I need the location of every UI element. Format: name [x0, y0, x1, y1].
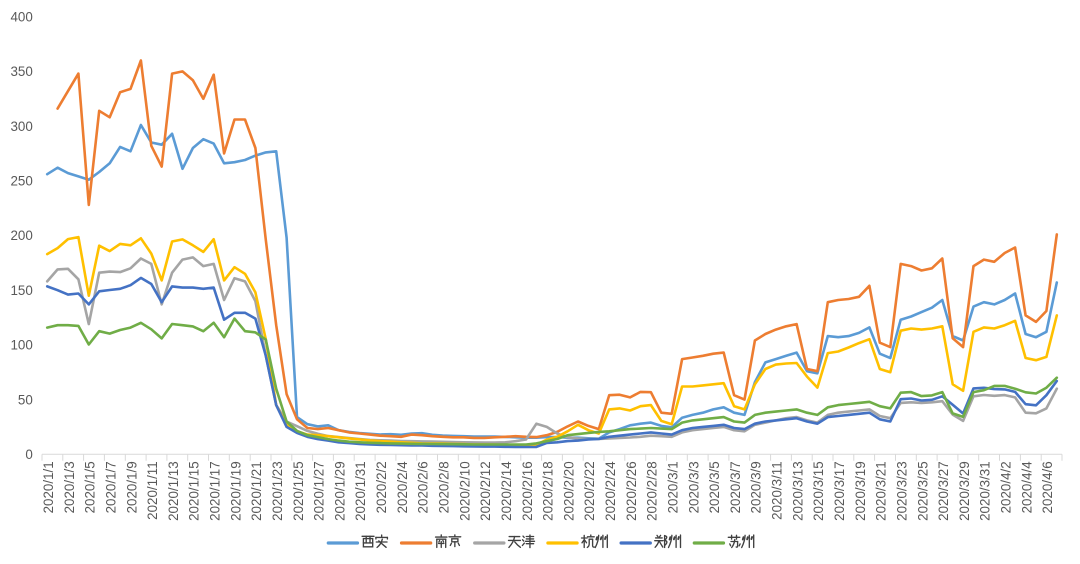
svg-text:2020/3/29: 2020/3/29: [957, 461, 972, 521]
svg-text:2020/1/23: 2020/1/23: [270, 461, 285, 521]
svg-text:2020/3/1: 2020/3/1: [666, 461, 681, 513]
svg-text:300: 300: [10, 119, 32, 134]
svg-text:2020/1/9: 2020/1/9: [124, 461, 139, 513]
svg-text:2020/1/15: 2020/1/15: [187, 461, 202, 521]
svg-text:200: 200: [10, 228, 32, 243]
svg-text:2020/2/16: 2020/2/16: [520, 461, 535, 521]
svg-text:100: 100: [10, 338, 32, 353]
svg-text:2020/2/26: 2020/2/26: [624, 461, 639, 521]
svg-text:0: 0: [25, 447, 32, 462]
svg-text:2020/3/23: 2020/3/23: [895, 461, 910, 521]
svg-text:2020/3/11: 2020/3/11: [770, 461, 785, 520]
svg-text:2020/1/11: 2020/1/11: [145, 461, 160, 520]
svg-text:350: 350: [10, 64, 32, 79]
svg-text:2020/2/8: 2020/2/8: [437, 461, 452, 513]
svg-text:2020/2/14: 2020/2/14: [499, 461, 514, 521]
svg-text:2020/1/13: 2020/1/13: [166, 461, 181, 521]
svg-text:2020/3/15: 2020/3/15: [811, 461, 826, 521]
svg-text:2020/1/29: 2020/1/29: [332, 461, 347, 521]
svg-text:2020/2/22: 2020/2/22: [582, 461, 597, 521]
svg-text:50: 50: [18, 392, 33, 407]
svg-text:2020/1/21: 2020/1/21: [249, 461, 264, 521]
svg-text:400: 400: [10, 9, 32, 24]
svg-text:2020/2/28: 2020/2/28: [645, 461, 660, 521]
svg-text:2020/3/25: 2020/3/25: [915, 461, 930, 521]
svg-text:2020/1/27: 2020/1/27: [312, 461, 327, 521]
svg-text:2020/2/4: 2020/2/4: [395, 461, 410, 514]
svg-text:2020/1/17: 2020/1/17: [208, 461, 223, 521]
svg-text:2020/1/25: 2020/1/25: [291, 461, 306, 521]
svg-text:2020/2/12: 2020/2/12: [478, 461, 493, 521]
svg-text:2020/2/6: 2020/2/6: [416, 461, 431, 513]
svg-text:2020/2/24: 2020/2/24: [603, 461, 618, 521]
svg-text:2020/3/3: 2020/3/3: [686, 461, 701, 513]
svg-text:2020/2/10: 2020/2/10: [457, 461, 472, 521]
svg-text:2020/1/7: 2020/1/7: [104, 461, 119, 513]
svg-text:150: 150: [10, 283, 32, 298]
svg-text:2020/2/20: 2020/2/20: [561, 461, 576, 521]
svg-text:2020/3/19: 2020/3/19: [853, 461, 868, 521]
svg-text:2020/1/31: 2020/1/31: [353, 461, 368, 521]
svg-text:2020/3/5: 2020/3/5: [707, 461, 722, 513]
svg-text:2020/1/19: 2020/1/19: [228, 461, 243, 521]
svg-text:2020/1/3: 2020/1/3: [62, 461, 77, 513]
svg-text:2020/3/7: 2020/3/7: [728, 461, 743, 513]
svg-text:2020/2/18: 2020/2/18: [541, 461, 556, 521]
svg-text:2020/4/4: 2020/4/4: [1019, 461, 1034, 514]
svg-text:2020/1/5: 2020/1/5: [83, 461, 98, 513]
svg-text:2020/2/2: 2020/2/2: [374, 461, 389, 513]
svg-text:2020/3/31: 2020/3/31: [978, 461, 993, 521]
svg-text:2020/3/13: 2020/3/13: [790, 461, 805, 521]
svg-text:250: 250: [10, 174, 32, 189]
svg-text:2020/4/2: 2020/4/2: [999, 461, 1014, 513]
svg-text:2020/3/17: 2020/3/17: [832, 461, 847, 521]
svg-text:2020/4/6: 2020/4/6: [1040, 461, 1055, 513]
svg-text:2020/3/9: 2020/3/9: [749, 461, 764, 513]
svg-text:2020/3/21: 2020/3/21: [874, 461, 889, 521]
svg-text:2020/1/1: 2020/1/1: [41, 461, 56, 513]
svg-text:2020/3/27: 2020/3/27: [936, 461, 951, 521]
